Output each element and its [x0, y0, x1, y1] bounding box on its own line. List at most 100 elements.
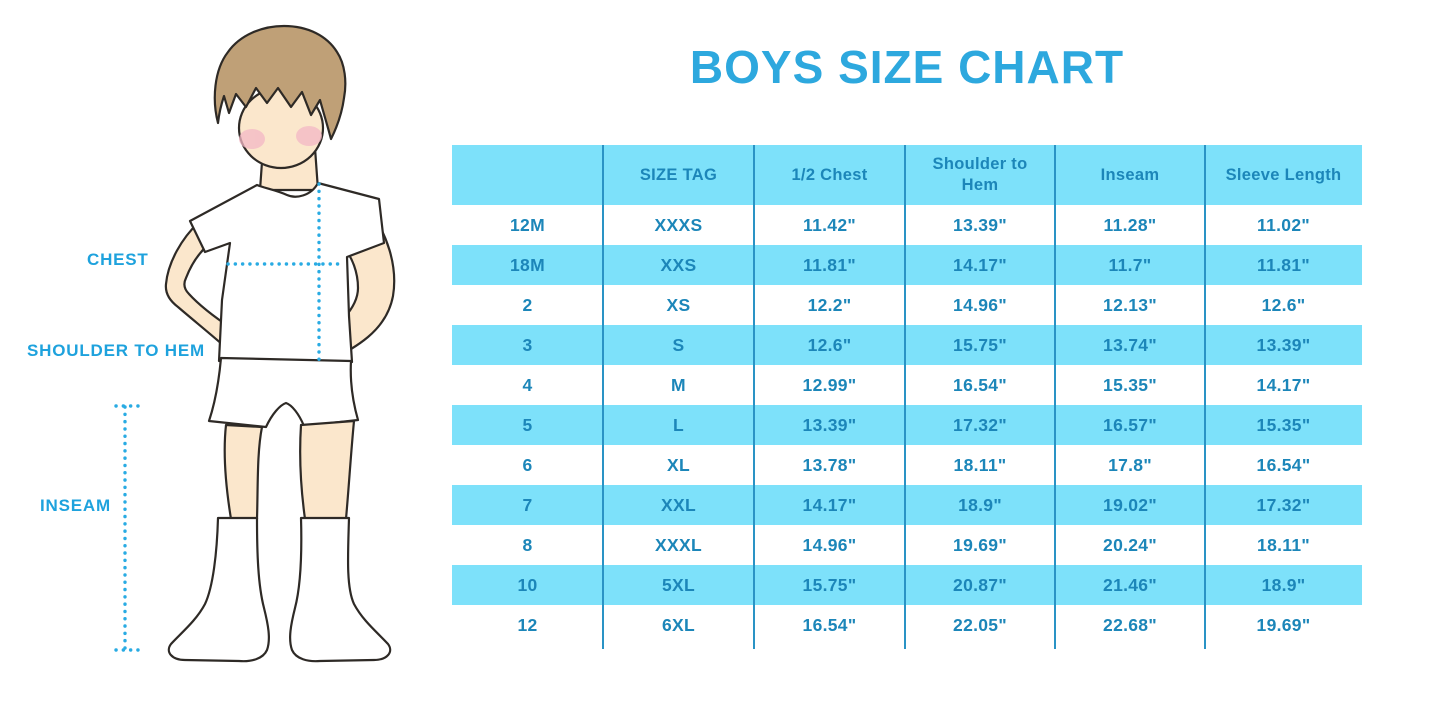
table-cell: XXS: [660, 254, 697, 275]
table-cell: XL: [667, 454, 690, 475]
table-cell: M: [671, 374, 686, 395]
column-header: Inseam: [1100, 165, 1160, 184]
column-header: SIZE TAG: [639, 165, 718, 184]
table-cell: 6: [522, 454, 533, 475]
table-cell: 11.7": [1108, 254, 1152, 275]
table-cell: 18M: [510, 254, 545, 275]
boy-left-leg: [223, 423, 264, 521]
table-cell: 10: [517, 574, 538, 595]
table-cell: 18.11": [1257, 534, 1310, 555]
boy-left-sock: [167, 516, 270, 663]
table-cell: 13.39": [1256, 334, 1311, 355]
table-row: 12 6XL 16.54" 22.05" 22.68" 19.69": [452, 605, 1362, 645]
table-cell: 19.69": [953, 534, 1007, 555]
table-cell: 22.05": [953, 614, 1007, 635]
table-cell: 12.13": [1103, 294, 1157, 315]
table-cell: 13.78": [802, 454, 857, 475]
table-cell: 8: [522, 534, 533, 555]
column-header: [452, 145, 603, 205]
table-cell: 11.81": [803, 254, 856, 275]
table-cell: 12.6": [1261, 294, 1306, 315]
table-row: 3 S 12.6" 15.75" 13.74" 13.39": [452, 325, 1362, 365]
boy-hair: [213, 24, 347, 141]
table-row: 12M XXXS 11.42" 13.39" 11.28" 11.02": [452, 205, 1362, 245]
table-cell: 14.17": [802, 494, 857, 515]
table-row: 5 L 13.39" 17.32" 16.57" 15.35": [452, 405, 1362, 445]
column-divider: [753, 145, 755, 649]
measurement-figure: CHEST SHOULDER TO HEM INSEAM: [0, 0, 460, 723]
table-row: 8 XXXL 14.96" 19.69" 20.24" 18.11": [452, 525, 1362, 565]
table-cell: XXL: [661, 494, 696, 515]
table-cell: 18.9": [1261, 574, 1306, 595]
table-cell: 15.75": [802, 574, 857, 595]
table-cell: 13.39": [802, 414, 857, 435]
table-cell: XS: [666, 294, 691, 315]
table-header-row: SIZE TAG 1/2 Chest Shoulder to Hem Inseam Sl…: [452, 145, 1362, 205]
table-cell: S: [672, 334, 685, 355]
table-row: 6 XL 13.78" 18.11" 17.8" 16.54": [452, 445, 1362, 485]
table-cell: 18.9": [958, 494, 1002, 515]
table-cell: 11.42": [803, 214, 856, 235]
table-cell: 12.99": [802, 374, 857, 395]
column-header: 1/2 Chest: [791, 165, 868, 184]
table-cell: 13.74": [1103, 334, 1157, 355]
boy-illustration: [114, 24, 396, 663]
table-cell: 5: [522, 414, 533, 435]
table-row: 7 XXL 14.17" 18.9" 19.02" 17.32": [452, 485, 1362, 525]
table-cell: 16.54": [802, 614, 857, 635]
table-cell: 14.96": [953, 294, 1007, 315]
table-cell: 12.6": [807, 334, 852, 355]
table-cell: 19.02": [1103, 494, 1157, 515]
table-cell: 2: [522, 294, 533, 315]
table-cell: 17.32": [953, 414, 1007, 435]
column-divider: [904, 145, 906, 649]
boy-cheek-left: [239, 129, 265, 149]
table-cell: 22.68": [1103, 614, 1157, 635]
table-cell: 16.57": [1103, 414, 1157, 435]
table-cell: 3: [522, 334, 533, 355]
column-divider: [602, 145, 604, 649]
table-row: 4 M 12.99" 16.54" 15.35" 14.17": [452, 365, 1362, 405]
table-cell: 18.11": [953, 454, 1007, 475]
column-divider: [1204, 145, 1206, 649]
column-header: Sleeve Length: [1225, 165, 1342, 184]
table-cell: XXXL: [655, 534, 702, 555]
table-cell: 21.46": [1103, 574, 1157, 595]
table-cell: 15.35": [1256, 414, 1311, 435]
table-cell: 17.32": [1256, 494, 1311, 515]
size-chart-table: SIZE TAG 1/2 Chest Shoulder to Hem Inseam Sl…: [452, 145, 1362, 649]
table-cell: 16.54": [1256, 454, 1311, 475]
table-cell: 12M: [510, 214, 545, 235]
label-shoulder-to-hem: SHOULDER TO HEM: [27, 341, 205, 360]
boy-right-sock: [289, 516, 392, 663]
table-cell: 19.69": [1256, 614, 1311, 635]
column-divider: [1054, 145, 1056, 649]
table-cell: 20.87": [953, 574, 1007, 595]
table-cell: 12.2": [807, 294, 852, 315]
table-cell: 5XL: [662, 574, 695, 595]
table-cell: 14.96": [802, 534, 857, 555]
table-cell: 16.54": [953, 374, 1007, 395]
table-row: 10 5XL 15.75" 20.87" 21.46" 18.9": [452, 565, 1362, 605]
table-cell: 17.8": [1108, 454, 1152, 475]
table-row: 18M XXS 11.81" 14.17" 11.7" 11.81": [452, 245, 1362, 285]
boy-right-leg: [299, 419, 356, 521]
table-cell: 11.81": [1257, 254, 1310, 275]
table-cell: 12: [517, 614, 538, 635]
table-cell: 14.17": [953, 254, 1007, 275]
table-row: 2 XS 12.2" 14.96" 12.13" 12.6": [452, 285, 1362, 325]
label-inseam: INSEAM: [40, 496, 111, 515]
table-cell: XXXS: [654, 214, 703, 235]
boy-shorts: [207, 356, 360, 429]
table-cell: 14.17": [1256, 374, 1311, 395]
table-cell: 11.28": [1103, 214, 1157, 235]
table-cell: 11.02": [1257, 214, 1310, 235]
page-title: BOYS SIZE CHART: [689, 41, 1125, 93]
table-cell: 15.35": [1103, 374, 1157, 395]
table-cell: 4: [522, 374, 533, 395]
column-header: Shoulder to Hem: [932, 155, 1028, 194]
label-chest: CHEST: [87, 250, 149, 269]
table-cell: 6XL: [662, 614, 695, 635]
table-cell: 20.24": [1103, 534, 1157, 555]
